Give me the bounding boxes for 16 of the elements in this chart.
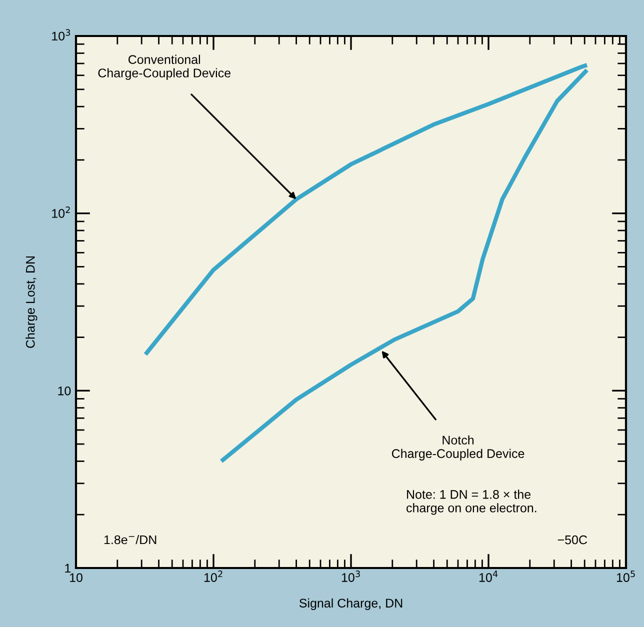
x-tick-label: 10$^{3}$ (342, 570, 360, 582)
x-tick-label: 10 (70, 573, 82, 582)
annotation: 1.8e$^{−}$/DN (104, 535, 156, 544)
annotation: Notch Charge-Coupled Device (392, 435, 524, 460)
y-axis-title: Charge Lost, DN (26, 256, 38, 348)
y-tick-label: 10$^{3}$ (52, 29, 70, 41)
annotation: Conventional Charge-Coupled Device (98, 54, 230, 80)
y-tick-label: 10 (58, 386, 71, 396)
annotation: −50C (558, 535, 588, 544)
y-tick-label: 10$^{2}$ (52, 206, 70, 218)
x-axis-title: Signal Charge, DN (299, 598, 402, 610)
x-tick-label: 10$^{4}$ (479, 570, 498, 582)
x-tick-label: 10$^{5}$ (616, 570, 635, 582)
annotation: Note: 1 DN = 1.8 × the charge on one electron. (406, 490, 536, 515)
y-tick-label: 1 (65, 564, 71, 573)
x-tick-label: 10$^{2}$ (204, 570, 222, 582)
